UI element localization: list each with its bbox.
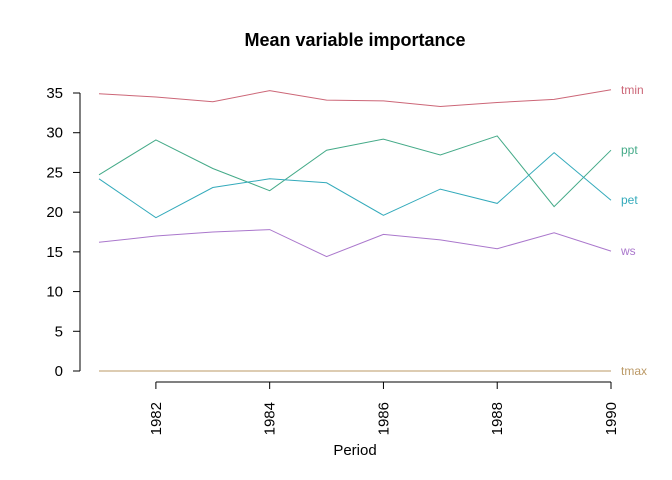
series-labels: tmin ppt pet ws tmax xyxy=(620,83,647,378)
x-tick-label: 1986 xyxy=(375,402,392,435)
series-label-tmin: tmin xyxy=(621,83,644,97)
series-lines xyxy=(98,89,612,372)
y-tick-label: 10 xyxy=(46,284,63,301)
series-label-tmax: tmax xyxy=(621,364,647,378)
y-tick-label: 25 xyxy=(46,164,63,181)
y-tick-label: 0 xyxy=(55,363,63,380)
x-axis: 1982 1984 1986 1988 1990 xyxy=(148,381,620,435)
series-line-ws xyxy=(98,229,612,258)
x-tick-label: 1984 xyxy=(262,402,279,435)
series-line-tmin xyxy=(98,89,612,108)
series-label-ws: ws xyxy=(620,244,636,258)
x-tick-label: 1982 xyxy=(148,402,165,435)
chart-title: Mean variable importance xyxy=(244,30,465,50)
series-label-ppt: ppt xyxy=(621,143,638,157)
y-tick-label: 35 xyxy=(46,85,63,102)
y-tick-label: 30 xyxy=(46,125,63,142)
y-tick-label: 20 xyxy=(46,204,63,221)
x-axis-title: Period xyxy=(333,442,376,459)
series-line-pet xyxy=(98,151,612,219)
series-line-ppt xyxy=(98,135,612,208)
series-label-pet: pet xyxy=(621,193,638,207)
x-tick-label: 1988 xyxy=(489,402,506,435)
x-tick-label: 1990 xyxy=(603,402,620,435)
y-tick-label: 15 xyxy=(46,244,63,261)
y-tick-label: 5 xyxy=(55,323,63,340)
y-axis: 0 5 10 15 20 25 30 35 xyxy=(46,85,81,380)
